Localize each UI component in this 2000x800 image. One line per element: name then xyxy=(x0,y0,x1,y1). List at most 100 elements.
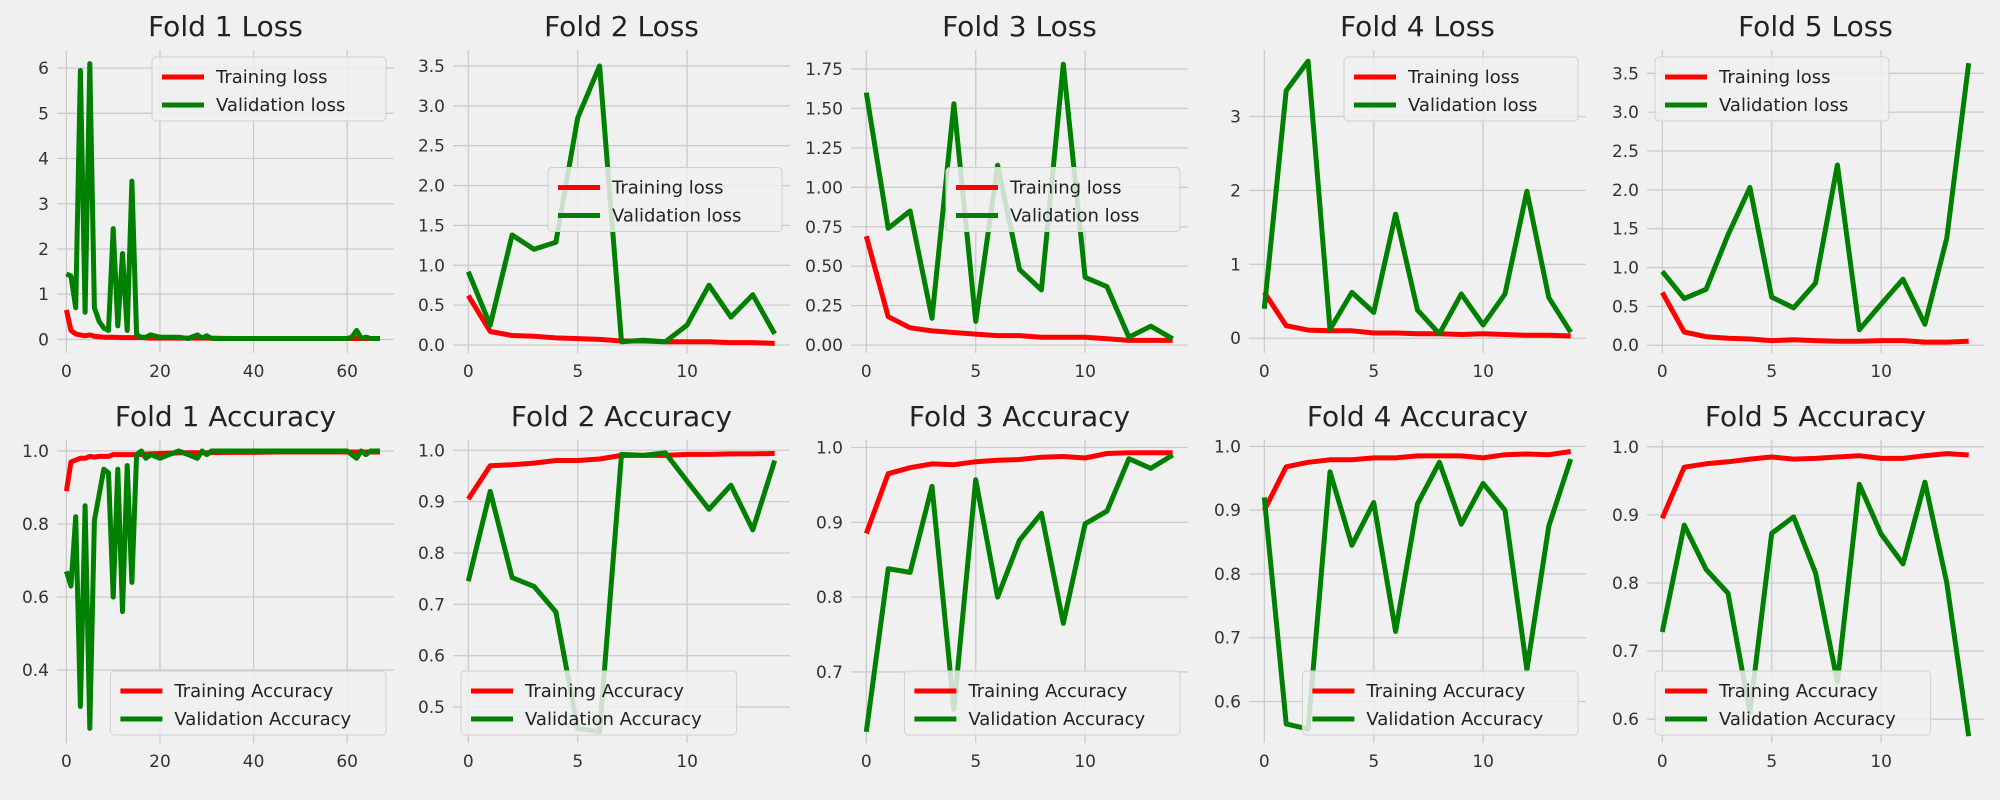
training-series-line xyxy=(863,235,1173,343)
chart-panel-8: 0.7 0.8 0.9 1.0 0 5 10 Fold 3 Accuracy Training … xyxy=(816,400,1188,772)
x-tick-label: 5 xyxy=(1766,752,1777,772)
legend-label: Training loss xyxy=(1407,67,1520,88)
chart-legend: Training Accuracy Validation Accuracy xyxy=(1301,670,1579,736)
y-tick-label: 3.5 xyxy=(1612,64,1639,84)
x-tick-label: 10 xyxy=(1472,752,1494,772)
training-series-line xyxy=(1660,291,1969,345)
legend-label: Validation loss xyxy=(1408,95,1537,116)
x-tick-label: 60 xyxy=(336,362,358,382)
legend-label: Validation loss xyxy=(1010,206,1139,227)
y-tick-label: 0.7 xyxy=(816,663,843,683)
y-tick-label: 1.5 xyxy=(418,216,445,236)
validation-series-line xyxy=(465,63,777,345)
x-tick-label: 10 xyxy=(676,752,698,772)
legend-label: Training loss xyxy=(1009,178,1122,199)
chart-legend: Training Accuracy Validation Accuracy xyxy=(1654,670,1932,736)
chart-legend: Training Accuracy Validation Accuracy xyxy=(460,670,738,736)
y-tick-label: 0.6 xyxy=(1612,710,1639,730)
x-tick-label: 10 xyxy=(1074,362,1096,382)
legend-label: Training loss xyxy=(611,178,724,199)
chart-panel-2: 0.0 0.5 1.0 1.5 2.0 2.5 3.0 3.5 0 5 10 Fold 2 Loss T… xyxy=(418,10,790,382)
x-tick-label: 5 xyxy=(1766,362,1777,382)
y-tick-label: 1.50 xyxy=(805,99,843,119)
validation-series-line xyxy=(65,61,380,341)
legend-box xyxy=(460,670,738,736)
legend-box xyxy=(945,167,1181,232)
y-tick-label: 0.0 xyxy=(418,336,445,356)
chart-legend: Training Accuracy Validation Accuracy xyxy=(903,670,1181,736)
legend-box xyxy=(1301,670,1579,736)
validation-series-line xyxy=(64,448,380,731)
chart-title: Fold 3 Loss xyxy=(942,10,1097,43)
y-tick-label: 0.6 xyxy=(22,588,49,608)
chart-panel-3: 0.00 0.25 0.50 0.75 1.00 1.25 1.50 1.75 0 5 10 Fold… xyxy=(805,10,1188,382)
y-tick-label: 0.9 xyxy=(1612,506,1639,526)
y-tick-label: 0.7 xyxy=(1214,629,1241,649)
legend-label: Training Accuracy xyxy=(1718,681,1878,702)
x-tick-label: 20 xyxy=(149,362,171,382)
x-tick-label: 0 xyxy=(1259,362,1270,382)
legend-label: Training Accuracy xyxy=(967,681,1127,702)
chart-panel-4: 0 1 2 3 0 5 10 Fold 4 Loss Training loss Validati… xyxy=(1230,10,1586,382)
y-tick-label: 0.6 xyxy=(1214,693,1241,713)
validation-series-line xyxy=(863,452,1175,733)
legend-label: Validation Accuracy xyxy=(1366,709,1543,730)
x-tick-label: 5 xyxy=(1368,362,1379,382)
x-tick-label: 40 xyxy=(243,752,265,772)
y-tick-label: 0.8 xyxy=(1612,574,1639,594)
x-tick-label: 0 xyxy=(463,752,474,772)
y-tick-label: 4 xyxy=(38,150,49,170)
y-tick-label: 5 xyxy=(38,104,49,124)
y-tick-label: 1.0 xyxy=(1214,437,1241,457)
y-tick-label: 6 xyxy=(38,59,49,79)
y-tick-label: 1.0 xyxy=(22,442,49,462)
y-tick-label: 0.8 xyxy=(1214,565,1241,585)
y-tick-label: 1.0 xyxy=(1612,259,1639,279)
y-tick-label: 0.8 xyxy=(816,588,843,608)
y-tick-label: 0.6 xyxy=(418,647,445,667)
x-tick-label: 5 xyxy=(572,752,583,772)
x-tick-label: 5 xyxy=(1368,752,1379,772)
legend-label: Training Accuracy xyxy=(524,681,684,702)
legend-label: Validation loss xyxy=(216,95,345,116)
x-tick-label: 0 xyxy=(1657,752,1668,772)
chart-title: Fold 1 Loss xyxy=(148,10,303,43)
legend-label: Training loss xyxy=(215,67,328,88)
chart-panel-9: 0.6 0.7 0.8 0.9 1.0 0 5 10 Fold 4 Accuracy Traini… xyxy=(1214,400,1586,772)
y-tick-label: 0 xyxy=(38,330,49,350)
y-tick-label: 1.0 xyxy=(418,256,445,276)
chart-legend: Training loss Validation loss xyxy=(1343,56,1579,122)
legend-label: Validation loss xyxy=(612,206,741,227)
y-tick-label: 0.7 xyxy=(1612,642,1639,662)
validation-series-line xyxy=(863,61,1174,341)
chart-legend: Training loss Validation loss xyxy=(1654,56,1890,122)
y-tick-label: 0.25 xyxy=(805,297,843,317)
x-tick-label: 0 xyxy=(1259,752,1270,772)
x-tick-label: 10 xyxy=(1870,752,1892,772)
y-tick-label: 1 xyxy=(1230,255,1241,275)
legend-label: Validation Accuracy xyxy=(1719,709,1896,730)
chart-title: Fold 1 Accuracy xyxy=(115,400,336,433)
y-tick-label: 2.0 xyxy=(1612,181,1639,201)
y-tick-label: 0.5 xyxy=(418,698,445,718)
y-tick-label: 0.75 xyxy=(805,218,843,238)
y-tick-label: 0.9 xyxy=(1214,501,1241,521)
y-tick-label: 2 xyxy=(38,240,49,260)
y-tick-label: 1 xyxy=(38,285,49,305)
y-tick-label: 1.75 xyxy=(805,60,843,80)
chart-legend: Training Accuracy Validation Accuracy xyxy=(109,670,387,736)
training-series-line xyxy=(1660,451,1969,520)
x-tick-label: 10 xyxy=(1472,362,1494,382)
y-tick-label: 1.0 xyxy=(816,438,843,458)
legend-box xyxy=(151,56,387,122)
chart-title: Fold 5 Accuracy xyxy=(1705,400,1926,433)
validation-series-line xyxy=(1660,62,1972,333)
x-tick-label: 0 xyxy=(463,362,474,382)
y-tick-label: 2.5 xyxy=(1612,142,1639,162)
legend-box xyxy=(547,167,783,232)
chart-panel-10: 0.6 0.7 0.8 0.9 1.0 0 5 10 Fold 5 Accuracy Traini… xyxy=(1612,400,1984,772)
x-tick-label: 10 xyxy=(1074,752,1096,772)
x-tick-label: 0 xyxy=(861,362,872,382)
training-series-line xyxy=(1262,449,1572,512)
